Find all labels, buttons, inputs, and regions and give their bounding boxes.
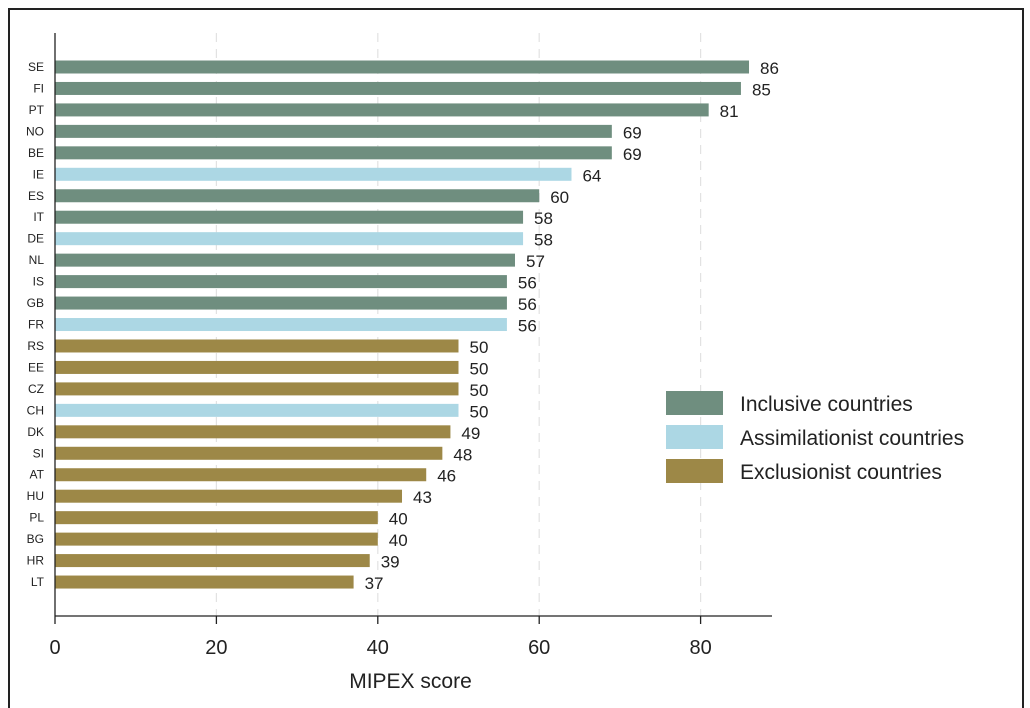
category-label: AT <box>30 468 45 482</box>
category-label: CH <box>27 403 44 417</box>
category-label: PT <box>29 103 45 117</box>
data-label: 46 <box>437 467 456 486</box>
bar <box>55 167 572 181</box>
category-label: NL <box>29 253 45 267</box>
x-tick-label: 0 <box>49 637 60 659</box>
category-label: BE <box>28 146 44 160</box>
legend-swatch <box>666 391 723 415</box>
x-tick-label: 20 <box>205 637 227 659</box>
data-label: 48 <box>453 445 472 464</box>
bar <box>55 532 378 546</box>
bar <box>55 511 378 525</box>
data-label: 40 <box>389 531 408 550</box>
data-label: 50 <box>470 381 489 400</box>
data-label: 37 <box>365 574 384 593</box>
bar <box>55 425 451 439</box>
category-label: ES <box>28 189 44 203</box>
legend-swatch <box>666 459 723 483</box>
data-label: 58 <box>534 209 553 228</box>
x-axis-title: MIPEX score <box>349 670 472 693</box>
category-label: FI <box>33 81 44 95</box>
data-label: 50 <box>470 338 489 357</box>
data-label: 85 <box>752 80 771 99</box>
bar <box>55 382 459 396</box>
data-label: 69 <box>623 145 642 164</box>
bar <box>55 489 403 503</box>
bar <box>55 103 709 117</box>
x-tick-label: 80 <box>689 637 711 659</box>
bar <box>55 189 540 203</box>
category-label: PL <box>29 511 44 525</box>
bar <box>55 360 459 374</box>
category-label: EE <box>28 360 44 374</box>
data-label: 50 <box>470 402 489 421</box>
data-label: 57 <box>526 252 545 271</box>
category-label: LT <box>31 575 45 589</box>
legend-label: Exclusionist countries <box>740 461 942 484</box>
bar <box>55 403 459 417</box>
bar <box>55 146 612 160</box>
data-label: 86 <box>760 59 779 78</box>
data-label: 58 <box>534 231 553 250</box>
bar <box>55 296 507 310</box>
category-label: RS <box>27 339 44 353</box>
data-label: 60 <box>550 188 569 207</box>
category-label: GB <box>27 296 44 310</box>
data-label: 64 <box>582 166 601 185</box>
data-label: 39 <box>381 553 400 572</box>
data-label: 40 <box>389 510 408 529</box>
category-label: HR <box>27 554 45 568</box>
bar <box>55 124 612 138</box>
data-label: 69 <box>623 123 642 142</box>
data-label: 56 <box>518 274 537 293</box>
category-label: IE <box>33 167 44 181</box>
category-label: CZ <box>28 382 44 396</box>
bar <box>55 232 524 246</box>
data-label: 56 <box>518 295 537 314</box>
bar <box>55 318 507 332</box>
category-label: DE <box>27 232 44 246</box>
bar <box>55 81 741 95</box>
category-label: IT <box>33 210 44 224</box>
category-label: SI <box>33 446 44 460</box>
bar <box>55 339 459 353</box>
bar <box>55 60 750 74</box>
bar <box>55 275 507 289</box>
legend-label: Assimilationist countries <box>740 427 964 450</box>
data-label: 49 <box>461 424 480 443</box>
bar <box>55 468 427 482</box>
category-label: NO <box>26 124 44 138</box>
bar <box>55 210 524 224</box>
category-label: HU <box>27 489 44 503</box>
data-label: 43 <box>413 488 432 507</box>
bar <box>55 253 515 267</box>
category-label: SE <box>28 60 44 74</box>
bar <box>55 575 354 589</box>
x-tick-label: 40 <box>367 637 389 659</box>
category-label: FR <box>28 318 44 332</box>
category-label: DK <box>27 425 44 439</box>
data-label: 50 <box>470 359 489 378</box>
legend-swatch <box>666 425 723 449</box>
data-label: 56 <box>518 317 537 336</box>
legend-label: Inclusive countries <box>740 393 913 416</box>
category-label: BG <box>27 532 44 546</box>
chart-frame <box>8 8 1024 708</box>
bar <box>55 446 443 460</box>
x-tick-label: 60 <box>528 637 550 659</box>
category-label: IS <box>33 275 44 289</box>
bar <box>55 554 370 568</box>
data-label: 81 <box>720 102 739 121</box>
